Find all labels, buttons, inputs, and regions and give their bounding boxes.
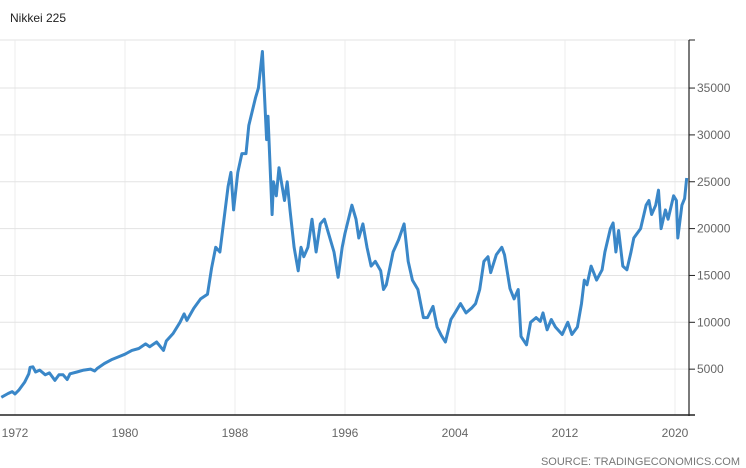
y-tick-label: 30000 xyxy=(697,128,731,142)
source-label: SOURCE: TRADINGECONOMICS.COM xyxy=(540,456,740,468)
y-tick-label: 25000 xyxy=(697,175,731,189)
y-tick-label: 10000 xyxy=(697,315,731,329)
chart-title: Nikkei 225 xyxy=(10,11,67,25)
y-tick-label: 35000 xyxy=(697,81,731,95)
x-tick-label: 2012 xyxy=(552,426,579,440)
y-tick-label: 5000 xyxy=(697,362,724,376)
x-tick-label: 2004 xyxy=(442,426,469,440)
x-tick-label: 1988 xyxy=(222,426,249,440)
x-tick-label: 1996 xyxy=(332,426,359,440)
y-tick-label: 15000 xyxy=(697,268,731,282)
x-tick-label: 1972 xyxy=(2,426,29,440)
x-tick-label: 2020 xyxy=(662,426,689,440)
series-line xyxy=(0,50,689,399)
y-tick-label: 20000 xyxy=(697,222,731,236)
x-tick-label: 1980 xyxy=(112,426,139,440)
